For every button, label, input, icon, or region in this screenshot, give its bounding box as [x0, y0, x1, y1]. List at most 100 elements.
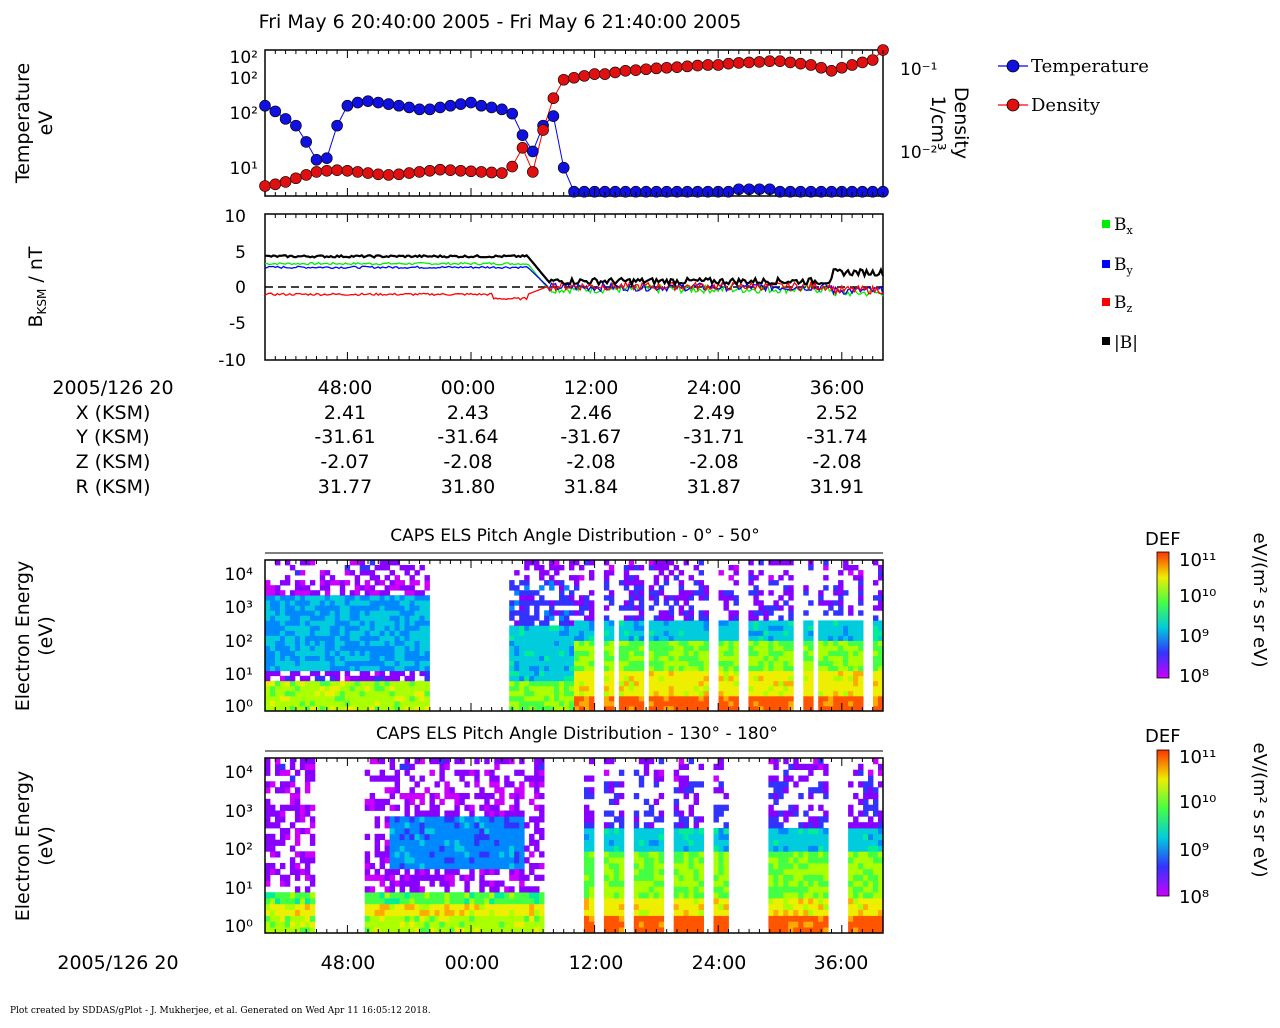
spectrogram-cell — [395, 701, 400, 706]
spectrogram-cell — [395, 840, 400, 846]
spectrogram-cell — [783, 840, 788, 846]
spectrogram-cell — [285, 595, 290, 600]
spectrogram-cell — [425, 875, 430, 881]
spectrogram-cell — [435, 892, 440, 898]
spectrogram-cell — [778, 620, 783, 625]
spectrogram-cell — [439, 764, 444, 770]
spectrogram-cell — [529, 799, 534, 805]
spectrogram-cell — [514, 610, 519, 615]
spectrogram-cell — [763, 641, 768, 646]
spectrogram-cell — [300, 590, 305, 595]
spectrogram-cell — [435, 857, 440, 863]
spectrogram-cell — [509, 676, 514, 681]
spectrogram-cell — [320, 585, 325, 590]
density-point — [435, 164, 446, 175]
spectrogram-cell — [335, 676, 340, 681]
spectrogram-cell — [365, 570, 370, 575]
spectrogram-cell — [534, 828, 539, 834]
spectrogram-cell — [773, 701, 778, 706]
spectrogram-cell — [853, 631, 858, 636]
spectrogram-cell — [494, 916, 499, 922]
spectrogram-cell — [400, 910, 405, 916]
spectrogram-cell — [813, 822, 818, 828]
spectrogram-cell — [444, 921, 449, 927]
spectrogram-cell — [684, 631, 689, 636]
spectrogram-cell — [385, 625, 390, 630]
spectrogram-cell — [270, 834, 275, 840]
spectrogram-cell — [345, 646, 350, 651]
spectrogram-cell — [454, 869, 459, 875]
spectrogram-cell — [868, 846, 873, 852]
spectrogram-cell — [808, 857, 813, 863]
spectrogram-cell — [619, 910, 624, 916]
spectrogram-cell — [310, 921, 315, 927]
spectrogram-cell — [385, 787, 390, 793]
spectrogram-cell — [719, 886, 724, 892]
spectrogram-cell — [310, 696, 315, 701]
spectrogram-cell — [270, 605, 275, 610]
spectrogram-cell — [534, 863, 539, 869]
spectrogram-cell — [808, 805, 813, 811]
spectrogram-cell — [808, 625, 813, 630]
spectrogram-cell — [778, 560, 783, 565]
spectrogram-cell — [360, 636, 365, 641]
spectrogram-cell — [699, 828, 704, 834]
spectrogram-cell — [753, 666, 758, 671]
spectrogram-cell — [604, 631, 609, 636]
spectrogram-cell — [798, 898, 803, 904]
spectrogram-cell — [684, 615, 689, 620]
spectrogram-cell — [649, 661, 654, 666]
spectrogram-cell — [753, 631, 758, 636]
spectrogram-cell — [604, 656, 609, 661]
spectrogram-cell — [838, 646, 843, 651]
spectrogram-cell — [330, 610, 335, 615]
spectrogram-cell — [858, 600, 863, 605]
spectrogram-cell — [350, 631, 355, 636]
spectrogram-cell — [649, 921, 654, 927]
spectrogram-cell — [873, 863, 878, 869]
spectrogram-cell — [659, 869, 664, 875]
spectrogram-cell — [430, 910, 435, 916]
spectrogram-cell — [724, 846, 729, 852]
spectrogram-cell — [634, 641, 639, 646]
spectrogram-cell — [385, 840, 390, 846]
spectrogram-cell — [813, 886, 818, 892]
bz-legend-swatch — [1102, 298, 1110, 306]
spectrogram-cell — [295, 886, 300, 892]
temperature-point — [527, 146, 538, 157]
spectrogram-cell — [275, 758, 280, 764]
spectrogram-cell — [783, 641, 788, 646]
spectrogram-cell — [325, 691, 330, 696]
spectrogram-cell — [848, 805, 853, 811]
spectrogram-cell — [734, 696, 739, 701]
spectrogram-cell — [544, 631, 549, 636]
spectrogram-cell — [659, 620, 664, 625]
spectrogram-cell — [753, 661, 758, 666]
spectrogram-cell — [624, 661, 629, 666]
spectrogram-cell — [773, 776, 778, 782]
spectrogram-cell — [808, 656, 813, 661]
spectrogram-cell — [669, 696, 674, 701]
spectrogram-cell — [798, 840, 803, 846]
spectrogram-cell — [664, 620, 669, 625]
spectrogram-cell — [649, 560, 654, 565]
spectrogram-cell — [629, 620, 634, 625]
spectrogram-cell — [275, 671, 280, 676]
spectrogram-cell — [634, 834, 639, 840]
spectrogram-cell — [609, 565, 614, 570]
spectrogram-cell — [509, 701, 514, 706]
spectrogram-cell — [410, 787, 415, 793]
spectrogram-cell — [634, 651, 639, 656]
spectrogram-cell — [574, 625, 579, 630]
spectrogram-cell — [773, 600, 778, 605]
spectrogram-cell — [619, 631, 624, 636]
spectrogram-cell — [539, 595, 544, 600]
spectrogram-cell — [519, 625, 524, 630]
spectrogram-cell — [280, 615, 285, 620]
spectrogram-cell — [813, 758, 818, 764]
spectrogram-cell — [280, 805, 285, 811]
spectrogram-cell — [848, 869, 853, 875]
spectrogram-cell — [415, 646, 420, 651]
spectrogram-cell — [679, 863, 684, 869]
spectrogram-cell — [519, 646, 524, 651]
